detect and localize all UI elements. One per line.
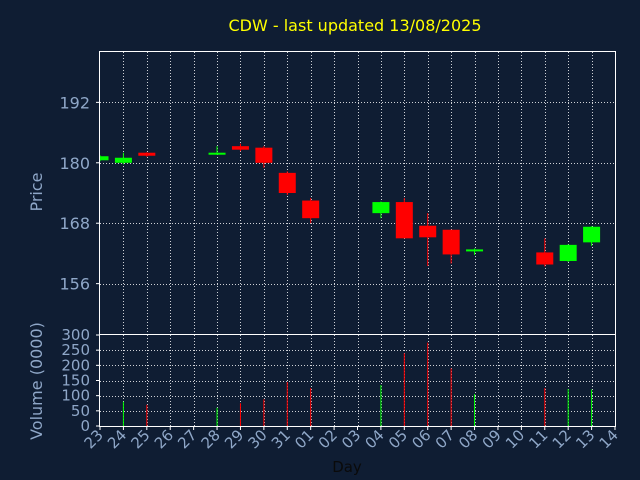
candle-body-25: [138, 152, 156, 156]
day-x-tick-label: 27: [174, 426, 200, 452]
volume-y-tick-label: 150: [61, 372, 90, 390]
day-x-tick-label: 07: [432, 426, 458, 452]
day-x-tick-label: 04: [362, 426, 388, 452]
volume-y-tick-label: 300: [61, 326, 90, 344]
candle-body-30: [255, 147, 273, 163]
day-x-tick-label: 25: [127, 426, 153, 452]
candle-body-04: [372, 202, 390, 214]
volume-grid: [100, 335, 615, 426]
candle-body-01: [302, 200, 320, 219]
candle-body-13: [583, 226, 601, 243]
day-x-tick-label: 14: [596, 426, 622, 452]
day-x-tick-label: 29: [221, 426, 247, 452]
day-x-tick-label: 02: [315, 426, 341, 452]
day-x-tick-label: 12: [549, 426, 575, 452]
day-x-tick-label: 28: [198, 426, 224, 452]
volume-y-tick-label: 250: [61, 341, 90, 359]
candle-body-08: [466, 249, 484, 252]
day-x-tick-label: 09: [479, 426, 505, 452]
price-y-tick-label: 168: [59, 214, 90, 233]
day-x-tick-label: 30: [244, 426, 270, 452]
day-x-tick-label: 06: [408, 426, 434, 452]
price-panel-frame: [99, 51, 616, 335]
candle-body-31: [278, 172, 296, 193]
day-x-ticks: 2324252627282930310102030405060708091011…: [81, 426, 622, 452]
price-y-tick-label: 180: [59, 154, 90, 173]
day-x-tick-label: 26: [151, 426, 177, 452]
price-grid: [100, 52, 615, 334]
volume-y-tick-label: 50: [71, 402, 90, 420]
price-y-ticks: 156 168 180 192: [59, 93, 100, 294]
volume-bars: [122, 342, 593, 426]
candle-body-24: [114, 157, 132, 163]
candle-body-23: [100, 156, 109, 161]
day-x-tick-label: 11: [525, 426, 551, 452]
price-y-tick-label: 192: [59, 93, 90, 112]
volume-panel-frame: [99, 334, 616, 427]
candle-body-07: [442, 229, 460, 255]
candle-body-28: [208, 152, 226, 155]
day-x-tick-label: 31: [268, 426, 294, 452]
day-x-tick-label: 01: [291, 426, 317, 452]
price-y-tick-label: 156: [59, 275, 90, 294]
price-axis-label: Price: [27, 172, 46, 211]
candle-body-06: [419, 225, 437, 238]
day-x-tick-label: 24: [104, 426, 130, 452]
chart-title: CDW - last updated 13/08/2025: [228, 16, 481, 35]
candle-body-12: [559, 244, 577, 261]
day-x-tick-label: 05: [385, 426, 411, 452]
day-x-tick-label: 08: [455, 426, 481, 452]
day-axis-label: Day: [332, 458, 362, 476]
volume-y-tick-label: 100: [61, 387, 90, 405]
candle-body-05: [395, 202, 413, 239]
day-x-tick-label: 13: [572, 426, 598, 452]
day-x-tick-label: 03: [338, 426, 364, 452]
candle-body-11: [536, 252, 554, 265]
volume-y-tick-label: 200: [61, 356, 90, 374]
candle-body-29: [231, 146, 249, 150]
day-x-tick-label: 10: [502, 426, 528, 452]
volume-y-tick-label: 0: [80, 417, 90, 435]
price-candles: [99, 143, 601, 267]
volume-axis-label: Volume (0000): [27, 322, 46, 440]
